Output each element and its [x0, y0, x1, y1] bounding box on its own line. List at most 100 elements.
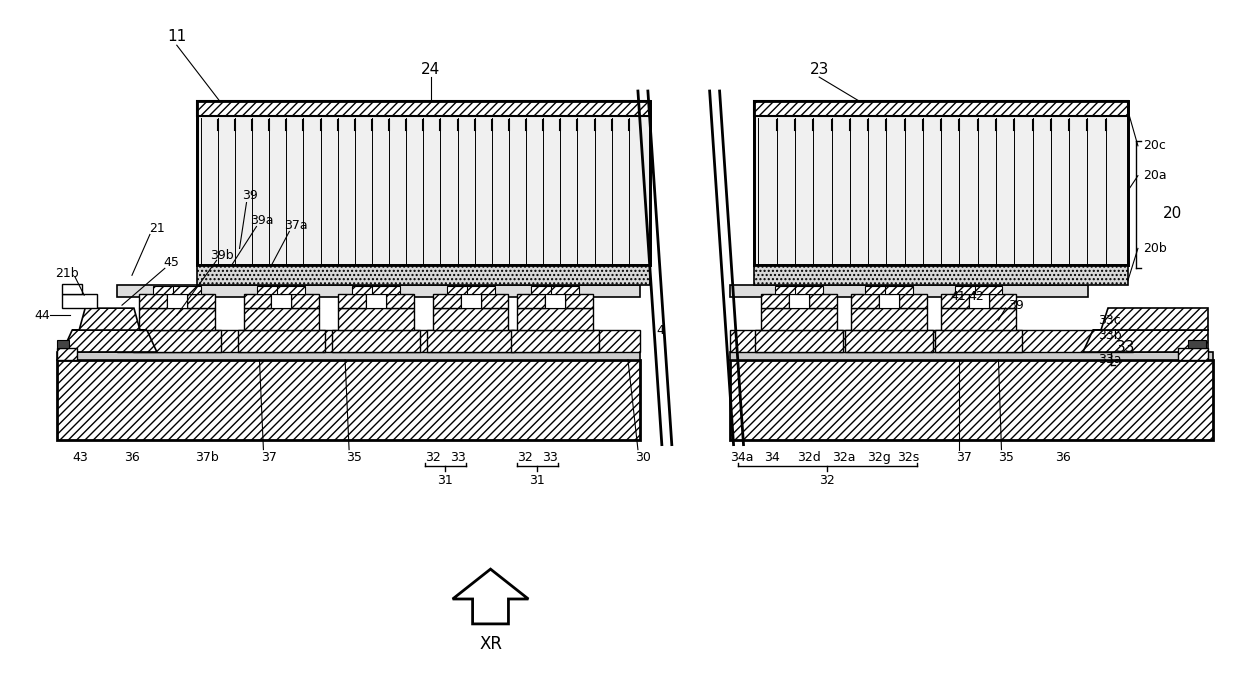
Bar — [755, 330, 843, 352]
Bar — [446, 286, 475, 294]
Bar — [187, 294, 215, 308]
Bar — [57, 352, 640, 360]
Text: 39a: 39a — [249, 214, 273, 227]
Polygon shape — [1101, 308, 1208, 330]
Bar — [172, 286, 201, 294]
Polygon shape — [453, 569, 528, 624]
Bar — [291, 294, 319, 308]
Text: 33c: 33c — [1099, 313, 1121, 327]
Bar — [879, 294, 899, 308]
Text: 40: 40 — [656, 324, 672, 336]
Bar — [546, 294, 565, 308]
Text: 39: 39 — [1008, 299, 1024, 311]
Text: 20a: 20a — [1143, 169, 1167, 182]
Bar — [198, 118, 647, 263]
Bar — [988, 294, 1017, 308]
Bar — [565, 294, 593, 308]
Bar — [935, 330, 1023, 352]
Text: 32: 32 — [425, 451, 440, 464]
Bar — [756, 118, 1126, 263]
Bar — [427, 330, 515, 352]
Text: 34: 34 — [765, 451, 780, 464]
Bar — [243, 308, 319, 330]
Bar — [729, 360, 1213, 440]
Bar — [975, 286, 1002, 294]
Bar — [243, 294, 272, 308]
Bar — [663, 91, 718, 450]
Text: 36: 36 — [124, 451, 140, 464]
Bar — [941, 308, 1017, 330]
Text: 37: 37 — [262, 451, 278, 464]
Bar — [197, 265, 650, 285]
Text: 32g: 32g — [867, 451, 890, 464]
Bar — [197, 101, 650, 265]
Text: 32s: 32s — [897, 451, 919, 464]
Bar — [754, 101, 1128, 116]
Bar — [197, 101, 650, 265]
Bar — [433, 308, 508, 330]
Text: 32: 32 — [820, 474, 835, 487]
Bar — [466, 286, 495, 294]
Bar — [517, 294, 546, 308]
Text: 33: 33 — [450, 451, 465, 464]
Bar — [517, 308, 593, 330]
Bar — [278, 286, 305, 294]
Bar — [57, 340, 69, 348]
Bar — [885, 286, 913, 294]
Bar — [532, 286, 559, 294]
Bar — [167, 294, 187, 308]
Text: 21: 21 — [149, 222, 165, 235]
Bar — [729, 285, 1089, 297]
Bar — [790, 294, 810, 308]
Text: 41: 41 — [951, 290, 966, 303]
Text: 33b: 33b — [1099, 329, 1122, 341]
Text: 20: 20 — [1163, 206, 1182, 221]
Bar — [386, 294, 414, 308]
Bar — [197, 101, 650, 116]
Text: 33a: 33a — [1099, 354, 1122, 366]
Bar — [846, 330, 932, 352]
Text: 33: 33 — [1116, 341, 1136, 356]
Bar — [941, 294, 968, 308]
Text: 34a: 34a — [730, 451, 753, 464]
Text: 11: 11 — [167, 28, 186, 44]
Text: 45: 45 — [164, 256, 180, 269]
Bar — [62, 294, 97, 308]
Bar — [754, 265, 1128, 285]
Bar — [795, 286, 823, 294]
Bar — [139, 308, 215, 330]
Bar — [1188, 340, 1205, 348]
Text: 33: 33 — [542, 451, 558, 464]
Text: 20b: 20b — [1143, 242, 1167, 255]
Text: 37: 37 — [956, 451, 972, 464]
Bar — [238, 330, 325, 352]
Bar — [866, 286, 893, 294]
Bar — [511, 330, 599, 352]
Bar — [332, 330, 420, 352]
Text: 24: 24 — [422, 62, 440, 76]
Text: 21b: 21b — [56, 267, 79, 280]
Polygon shape — [1084, 330, 1208, 352]
Bar — [258, 286, 285, 294]
Bar — [133, 330, 221, 352]
Text: 23: 23 — [810, 62, 828, 76]
Text: 44: 44 — [35, 309, 50, 322]
Bar — [57, 348, 77, 360]
Bar — [761, 294, 790, 308]
Bar — [460, 294, 481, 308]
Text: 31: 31 — [529, 474, 546, 487]
Bar — [139, 294, 167, 308]
Text: 36: 36 — [1055, 451, 1071, 464]
Text: 31: 31 — [436, 474, 453, 487]
Text: 32: 32 — [517, 451, 533, 464]
Bar — [153, 286, 181, 294]
Bar — [851, 308, 926, 330]
Text: 35: 35 — [346, 451, 362, 464]
Bar — [372, 286, 399, 294]
Text: XR: XR — [479, 635, 502, 653]
Bar — [62, 284, 82, 294]
Bar — [729, 330, 1133, 352]
Bar — [1178, 348, 1208, 360]
Bar — [117, 285, 640, 297]
Bar — [339, 294, 366, 308]
